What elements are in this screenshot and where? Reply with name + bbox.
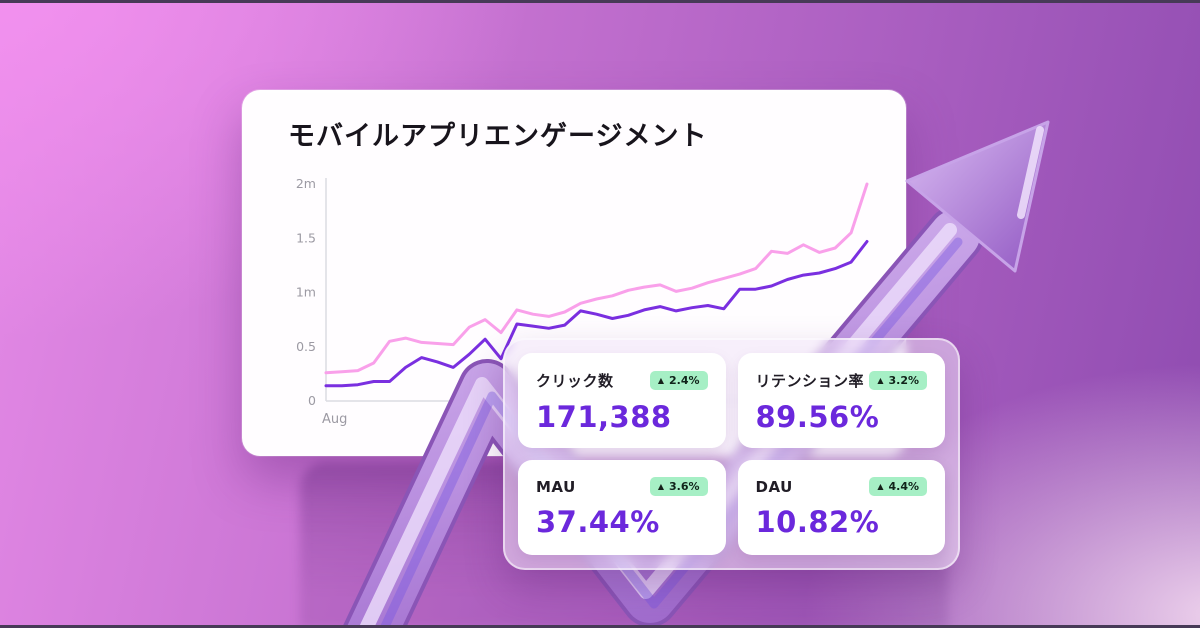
trend-delta: 3.2% [888,373,919,387]
trend-delta: 3.6% [668,480,700,493]
trend-up-icon: ▲ [657,375,664,385]
metric-label: DAU [755,477,793,496]
trend-delta: 4.4% [888,480,919,493]
trend-up-icon: ▲ [877,375,884,385]
kpi-panel: クリック数 ▲ 2.4% 171,388 リテンション率 ▲ 3.2% 89.5… [503,338,960,570]
y-tick-label: 0.5 [296,339,316,354]
metric-card-retention: リテンション率 ▲ 3.2% 89.56% [737,353,945,448]
metric-label: MAU [536,477,576,496]
metric-label: リテンション率 [755,372,865,390]
metric-card-mau: MAU ▲ 3.6% 37.44% [518,460,726,555]
trend-delta: 2.4% [668,373,700,387]
trend-up-icon: ▲ [657,481,664,491]
trend-badge: ▲ 3.2% [869,370,927,391]
y-tick-label: 1.5 [296,230,316,245]
metric-label: クリック数 [536,372,614,390]
y-tick-label: 1m [296,285,316,300]
metric-card-clicks: クリック数 ▲ 2.4% 171,388 [518,353,726,448]
y-tick-label: 2m [296,176,316,191]
arrow-head [905,120,1050,273]
metric-value: 89.56% [755,400,880,434]
trend-badge: ▲ 4.4% [869,477,927,497]
chart-title: モバイルアプリエンゲージメント [288,121,708,152]
top-edge-bar [0,0,1200,3]
x-tick-label: Aug [322,412,347,427]
y-tick-label: 0 [308,393,316,408]
metric-value: 37.44% [536,505,660,540]
trend-up-icon: ▲ [877,481,884,491]
metric-value: 10.82% [755,505,880,540]
metric-value: 171,388 [536,400,672,434]
trend-badge: ▲ 3.6% [649,477,708,497]
trend-badge: ▲ 2.4% [649,370,708,391]
metric-card-dau: DAU ▲ 4.4% 10.82% [737,460,945,555]
